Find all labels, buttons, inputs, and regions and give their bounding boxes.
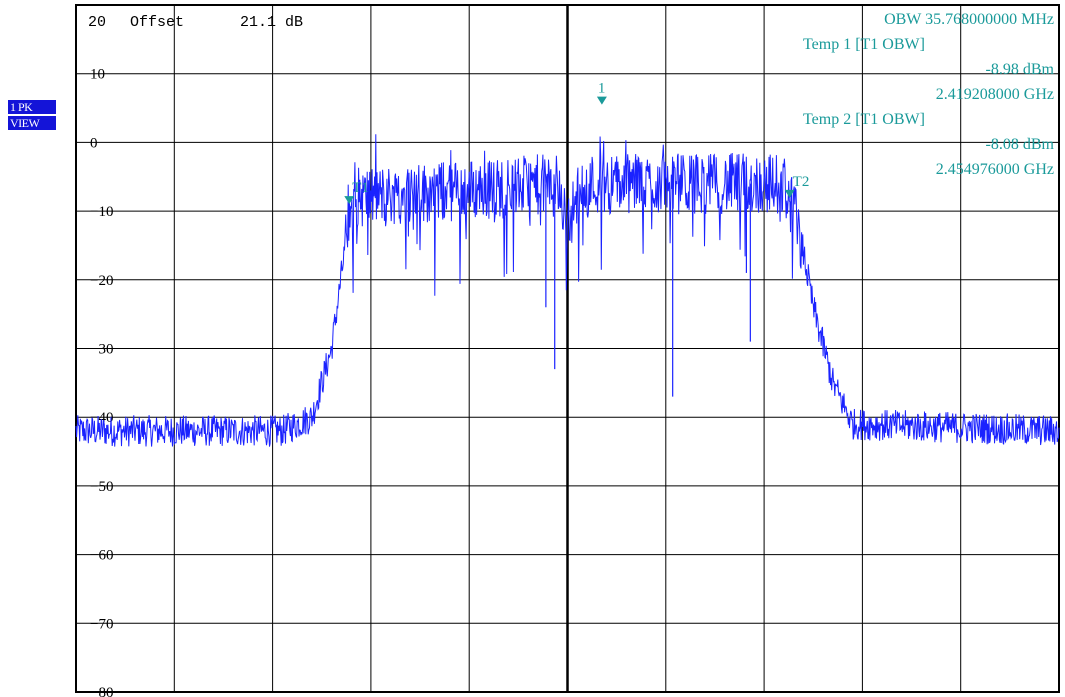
marker-t1: T1 — [344, 180, 369, 205]
marker-1: 1 — [596, 81, 607, 105]
temp1-level: -8.98 dBm — [986, 61, 1055, 78]
offset-value: 21.1 dB — [240, 14, 303, 31]
y-tick-label: −20 — [90, 273, 113, 289]
marker-layer: 1 T1 T2 — [344, 81, 810, 205]
offset-label: Offset — [130, 14, 184, 31]
y-axis-labels: 10 0 −10 −20 −30 −40 −50 −60 −70 −80 — [90, 67, 113, 697]
y-tick-label: −70 — [90, 616, 113, 632]
marker-triangle-icon — [784, 189, 795, 198]
y-tick-label: −10 — [90, 204, 113, 220]
y-tick-label: 10 — [90, 67, 105, 83]
temp2-level: -8.08 dBm — [986, 136, 1055, 153]
obw-info-box: OBW 35.768000000 MHz Temp 1 [T1 OBW] -8.… — [803, 11, 1055, 178]
spectrum-trace — [75, 134, 1060, 447]
trace-mode-badge: 1 PK VIEW — [8, 100, 56, 130]
marker-triangle-icon — [344, 196, 355, 205]
chart-grid — [75, 4, 1060, 693]
temp1-frequency: 2.419208000 GHz — [936, 86, 1054, 103]
y-tick-label: −30 — [90, 342, 113, 358]
y-tick-label: 0 — [90, 135, 98, 151]
trace-detector-label: 1 PK — [8, 100, 56, 114]
temp2-label: Temp 2 [T1 OBW] — [803, 111, 925, 128]
y-tick-label: −80 — [90, 685, 113, 697]
y-tick-label: −60 — [90, 548, 113, 564]
y-tick-label: −40 — [90, 410, 113, 426]
marker-triangle-icon — [596, 96, 607, 105]
obw-value: OBW 35.768000000 MHz — [884, 11, 1054, 28]
marker-t2: T2 — [784, 174, 810, 198]
marker-label: T2 — [793, 174, 810, 190]
trace-view-label: VIEW — [8, 116, 56, 130]
ref-level-label: 20 — [88, 14, 106, 31]
trace-line — [75, 134, 1060, 447]
marker-label: T1 — [352, 180, 369, 196]
marker-label: 1 — [598, 81, 606, 97]
y-tick-label: −50 — [90, 479, 113, 495]
temp1-label: Temp 1 [T1 OBW] — [803, 36, 925, 53]
temp2-frequency: 2.454976000 GHz — [936, 161, 1054, 178]
